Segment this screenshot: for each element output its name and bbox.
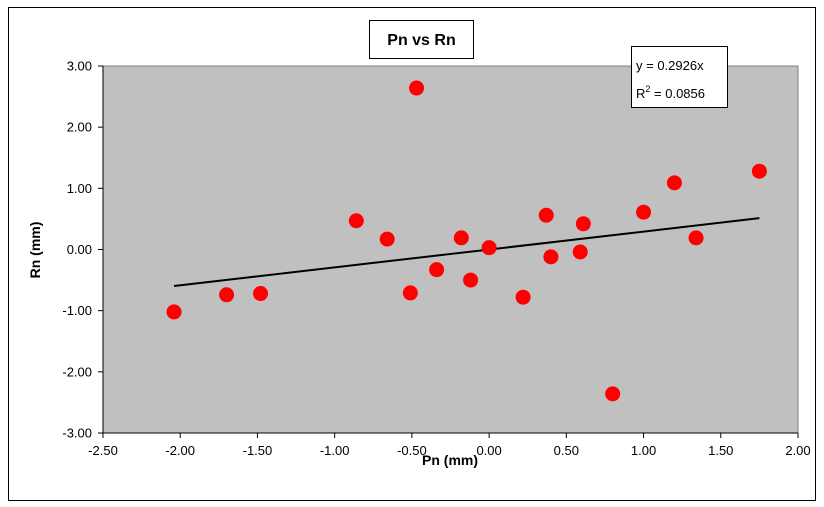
x-tick-label: 1.50 <box>708 443 733 458</box>
data-point[interactable] <box>515 289 531 305</box>
title-box-border <box>369 20 474 59</box>
data-point[interactable] <box>666 175 682 191</box>
y-axis-ticks: 3.00 2.00 1.00 0.00 -1.00 -2.00 -3.00 <box>62 59 103 441</box>
y-tick-label: -3.00 <box>62 426 92 441</box>
data-point[interactable] <box>605 386 621 402</box>
y-tick-label: -2.00 <box>62 364 92 379</box>
data-point[interactable] <box>688 230 704 246</box>
data-point[interactable] <box>253 286 269 302</box>
y-tick-label: 0.00 <box>67 242 92 257</box>
x-tick-label: 0.50 <box>554 443 579 458</box>
y-tick-label: 3.00 <box>67 59 92 74</box>
chart-title: Pn vs Rn <box>387 32 455 49</box>
x-tick-label: -0.50 <box>397 443 427 458</box>
data-point[interactable] <box>402 285 418 301</box>
data-point[interactable] <box>538 207 554 223</box>
equation-box-border <box>631 46 728 108</box>
data-point[interactable] <box>636 204 652 220</box>
x-tick-label: 0.00 <box>476 443 501 458</box>
plot-area <box>102 65 799 434</box>
trendline-layer <box>173 217 760 288</box>
r2-prefix: R <box>636 86 645 101</box>
x-tick-label: -2.50 <box>88 443 118 458</box>
x-tick-label: 2.00 <box>785 443 810 458</box>
y-tick-label: 2.00 <box>67 120 92 135</box>
data-point[interactable] <box>543 249 559 265</box>
data-point[interactable] <box>348 213 364 229</box>
x-tick-label: -1.00 <box>320 443 350 458</box>
data-point[interactable] <box>166 304 182 320</box>
x-axis-title: Pn (mm) <box>422 452 478 468</box>
data-point[interactable] <box>453 230 469 246</box>
r2-superscript: 2 <box>645 84 650 94</box>
x-axis-ticks: -2.50 -2.00 -1.50 -1.00 -0.50 0.00 0.50 1.00 1.5… <box>88 433 811 458</box>
r2-value: = 0.0856 <box>650 86 705 101</box>
data-point[interactable] <box>572 244 588 260</box>
data-point[interactable] <box>575 216 591 232</box>
trendline-r-squared: R2 = 0.0856 <box>636 84 705 101</box>
data-point[interactable] <box>409 80 425 96</box>
trendline-equation: y = 0.2926x <box>636 58 704 73</box>
trendline <box>173 217 760 288</box>
data-point[interactable] <box>379 231 395 247</box>
x-tick-label: -1.50 <box>243 443 273 458</box>
data-point[interactable] <box>429 262 445 278</box>
y-tick-label: -1.00 <box>62 303 92 318</box>
x-tick-label: 1.00 <box>631 443 656 458</box>
trendline-equation-box[interactable]: y = 0.2926x R2 = 0.0856 <box>631 46 728 108</box>
data-point[interactable] <box>481 240 497 256</box>
data-point[interactable] <box>219 287 235 303</box>
y-axis-title: Rn (mm) <box>27 222 43 279</box>
data-point[interactable] <box>751 163 767 179</box>
chart-title-box: Pn vs Rn <box>369 20 474 59</box>
data-point[interactable] <box>463 272 479 288</box>
x-tick-label: -2.00 <box>165 443 195 458</box>
data-points <box>166 80 767 402</box>
y-tick-label: 1.00 <box>67 181 92 196</box>
